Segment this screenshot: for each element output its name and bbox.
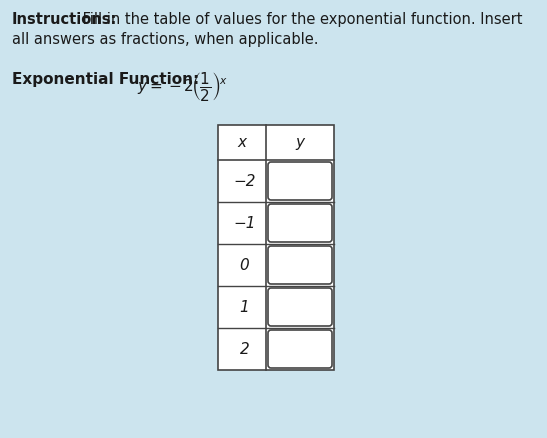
Text: −2: −2 (233, 173, 255, 188)
Bar (218, 125, 334, 370)
Text: Exponential Function:: Exponential Function: (12, 72, 199, 87)
Text: Instructions:: Instructions: (12, 12, 118, 27)
FancyBboxPatch shape (268, 162, 332, 200)
Text: x: x (237, 135, 247, 150)
Text: $y = -2\!\left(\dfrac{1}{2}\right)^{\!x}$: $y = -2\!\left(\dfrac{1}{2}\right)^{\!x}… (137, 70, 228, 103)
FancyBboxPatch shape (268, 246, 332, 284)
Text: 1: 1 (240, 300, 249, 314)
FancyBboxPatch shape (268, 288, 332, 326)
Text: 0: 0 (240, 258, 249, 272)
Text: y: y (295, 135, 305, 150)
Text: Fill in the table of values for the exponential function. Insert: Fill in the table of values for the expo… (78, 12, 523, 27)
Text: −1: −1 (233, 215, 255, 230)
FancyBboxPatch shape (268, 330, 332, 368)
Text: all answers as fractions, when applicable.: all answers as fractions, when applicabl… (12, 32, 318, 47)
FancyBboxPatch shape (268, 204, 332, 242)
Text: 2: 2 (240, 342, 249, 357)
